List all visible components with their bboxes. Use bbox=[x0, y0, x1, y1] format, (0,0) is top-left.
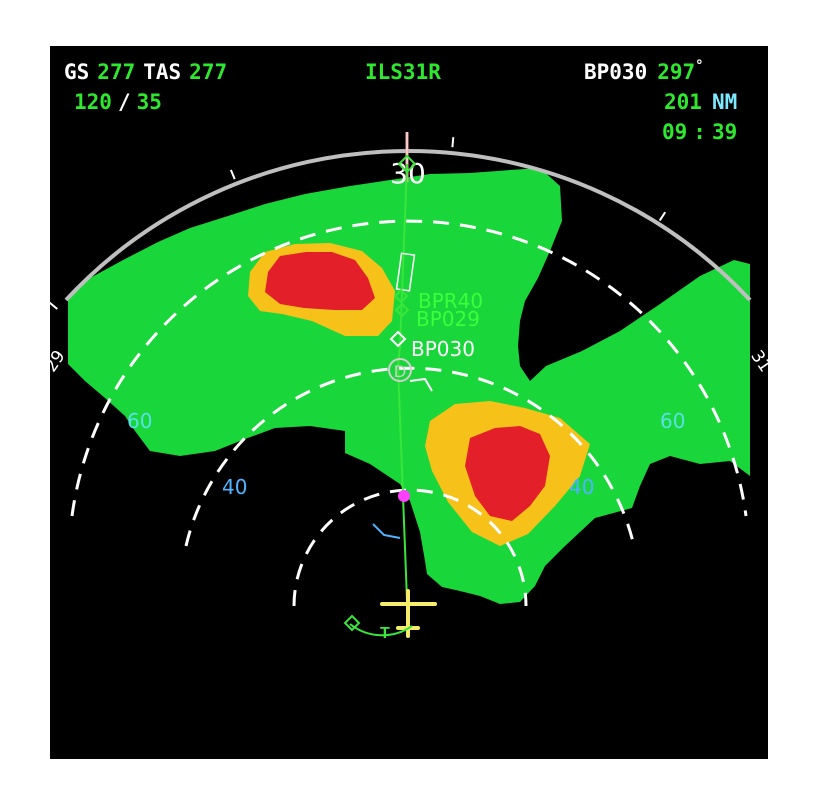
turn-arrow bbox=[372, 523, 401, 539]
bpr40-diamond bbox=[393, 288, 409, 304]
approach-label: ILS31R bbox=[365, 60, 441, 84]
wind-speed: 35 bbox=[137, 90, 162, 114]
degree-symbol: ° bbox=[695, 58, 703, 74]
range-label-outer-right: 60 bbox=[660, 409, 685, 433]
bp029-diamond bbox=[394, 302, 410, 318]
range-label-inner-right: 40 bbox=[569, 475, 594, 499]
compass-ticks bbox=[50, 137, 667, 310]
range-ring-inner bbox=[292, 488, 528, 607]
range-label-outer-left: 60 bbox=[127, 409, 152, 433]
nd-canvas: 262728293031323334 BPR40 BP029 BP030 D 6… bbox=[50, 58, 768, 642]
waypoint-distance: 201 bbox=[664, 90, 702, 114]
bp029-label: BP029 bbox=[416, 307, 480, 331]
tod-marker-circle bbox=[388, 358, 412, 382]
range-ring-outer bbox=[70, 219, 748, 517]
svg-text:120/35: 120/35 bbox=[74, 90, 162, 114]
weather-green-area bbox=[68, 168, 750, 604]
weather-red-cell-south bbox=[465, 426, 550, 521]
range-label-inner-left: 40 bbox=[222, 475, 247, 499]
wind-direction: 120 bbox=[74, 90, 112, 114]
bpr40-label: BPR40 bbox=[418, 289, 483, 313]
tod-arrow bbox=[409, 377, 433, 392]
gs-value: 277 bbox=[97, 60, 135, 84]
tod-marker-label: D bbox=[394, 362, 406, 381]
eta-hours: 09 bbox=[662, 120, 687, 144]
waypoint-name: BP030 bbox=[584, 60, 647, 84]
navigation-display: 262728293031323334 BPR40 BP029 BP030 D 6… bbox=[50, 46, 768, 759]
gs-label: GS bbox=[64, 60, 89, 84]
compass-tick bbox=[50, 301, 58, 310]
distance-unit: NM bbox=[712, 90, 737, 114]
route-box-marker bbox=[395, 252, 416, 292]
tas-label: TAS bbox=[143, 60, 181, 84]
route-waypoint-diamond-top bbox=[397, 154, 417, 174]
compass-tick bbox=[658, 211, 667, 222]
svg-text:09:39: 09:39 bbox=[662, 120, 737, 144]
hud-top-left: GS 277 TAS 277 120/35 bbox=[64, 60, 227, 114]
tas-value: 277 bbox=[189, 60, 227, 84]
wind-separator: / bbox=[118, 90, 131, 114]
magenta-marker bbox=[398, 490, 410, 502]
weather-red-cell-north bbox=[265, 252, 375, 310]
waypoint-bearing: 297 bbox=[657, 60, 695, 84]
weather-layer bbox=[68, 168, 750, 604]
compass-tick bbox=[451, 137, 455, 148]
compass-label-29: 29 bbox=[50, 347, 70, 376]
eta-minutes: 39 bbox=[712, 120, 737, 144]
bp030-label: BP030 bbox=[411, 337, 475, 361]
compass-tick bbox=[229, 169, 236, 180]
track-arc-diamond bbox=[343, 614, 361, 632]
track-arc bbox=[349, 623, 413, 637]
hud-top-right: BP030 297° 201 NM 09:39 bbox=[584, 58, 737, 144]
eta-separator: : bbox=[693, 120, 706, 144]
bp030-diamond bbox=[389, 330, 407, 348]
tcas-marker-label: T bbox=[380, 625, 390, 642]
